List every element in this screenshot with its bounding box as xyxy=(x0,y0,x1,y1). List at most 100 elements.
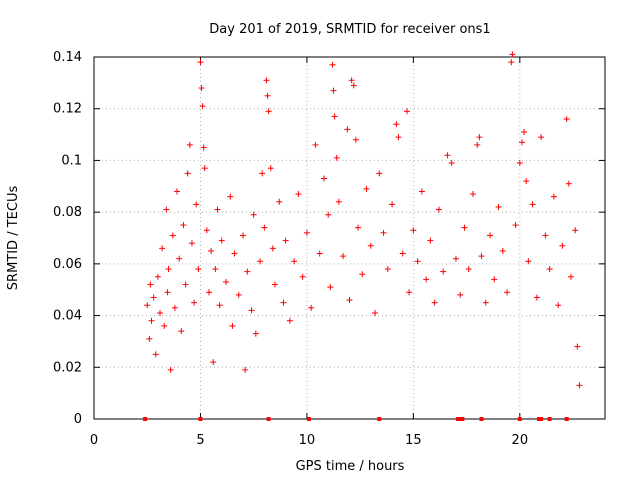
data-point xyxy=(250,211,257,218)
data-point xyxy=(208,247,215,254)
data-point xyxy=(242,366,249,373)
data-point xyxy=(286,317,293,324)
data-point xyxy=(414,258,421,265)
x-tick-label: 5 xyxy=(196,433,204,448)
data-point xyxy=(167,366,174,373)
data-point xyxy=(180,222,187,229)
data-point xyxy=(448,160,455,167)
data-point xyxy=(169,232,176,239)
data-point xyxy=(264,92,271,99)
data-point xyxy=(276,198,283,205)
data-point xyxy=(229,322,236,329)
x-tick-label: 10 xyxy=(299,433,316,448)
data-point xyxy=(214,206,221,213)
data-point xyxy=(474,141,481,148)
baseline-marker xyxy=(460,417,465,421)
data-point xyxy=(308,304,315,311)
data-point xyxy=(499,247,506,254)
y-tick-label: 0.12 xyxy=(53,102,82,117)
y-tick-label: 0.08 xyxy=(53,205,82,220)
data-point xyxy=(248,307,255,314)
data-point xyxy=(320,175,327,182)
data-point xyxy=(389,201,396,208)
data-point xyxy=(418,188,425,195)
data-point xyxy=(148,317,155,324)
data-point xyxy=(244,268,251,275)
data-point xyxy=(529,201,536,208)
y-tick-label: 0.14 xyxy=(53,50,82,65)
data-point xyxy=(152,351,159,358)
data-point xyxy=(150,294,157,301)
y-axis-label: SRMTID / TECUs xyxy=(6,186,21,291)
baseline-marker xyxy=(143,417,148,421)
data-point xyxy=(223,278,230,285)
data-point xyxy=(567,273,574,280)
data-point xyxy=(352,136,359,143)
data-point xyxy=(331,113,338,120)
data-point xyxy=(197,59,204,66)
data-point xyxy=(240,232,247,239)
data-point xyxy=(291,258,298,265)
data-point xyxy=(521,128,528,135)
data-point xyxy=(376,170,383,177)
data-point xyxy=(161,322,168,329)
grid-lines xyxy=(94,57,605,419)
data-point xyxy=(538,134,545,141)
data-point xyxy=(406,289,413,296)
data-point xyxy=(146,335,153,342)
data-point xyxy=(218,237,225,244)
data-point xyxy=(325,211,332,218)
data-point xyxy=(393,121,400,128)
data-point xyxy=(235,291,242,298)
data-point xyxy=(427,237,434,244)
data-point xyxy=(525,258,532,265)
baseline-marker xyxy=(198,417,203,421)
data-point xyxy=(257,258,264,265)
data-point xyxy=(165,266,172,273)
data-point xyxy=(191,299,198,306)
data-point xyxy=(267,165,274,172)
data-point xyxy=(491,276,498,283)
data-point xyxy=(210,359,217,366)
data-point xyxy=(176,255,183,262)
data-point xyxy=(576,382,583,389)
data-point xyxy=(164,289,171,296)
data-point xyxy=(487,232,494,239)
data-point xyxy=(559,242,566,249)
baseline-marker xyxy=(377,417,382,421)
baseline-marker xyxy=(539,417,544,421)
data-point xyxy=(205,289,212,296)
y-tick-label: 0.04 xyxy=(53,309,82,324)
data-point xyxy=(144,302,151,309)
data-point xyxy=(203,227,210,234)
data-point xyxy=(563,116,570,123)
data-point xyxy=(231,250,238,257)
x-axis-label: GPS time / hours xyxy=(296,459,405,474)
data-point xyxy=(195,266,202,273)
data-point xyxy=(159,245,166,252)
data-point xyxy=(476,134,483,141)
baseline-marker xyxy=(307,417,312,421)
x-tick-label: 20 xyxy=(512,433,529,448)
data-point xyxy=(330,87,337,94)
data-point xyxy=(259,170,266,177)
y-tick-label: 0.06 xyxy=(53,257,82,272)
data-point xyxy=(350,82,357,89)
data-point xyxy=(333,154,340,161)
x-tick-label: 15 xyxy=(405,433,422,448)
data-point xyxy=(504,289,511,296)
data-point xyxy=(316,250,323,257)
baseline-marker xyxy=(536,417,541,421)
y-tick-label: 0.02 xyxy=(53,360,82,375)
plot-frame xyxy=(93,56,606,420)
y-tick-label: 0.1 xyxy=(61,153,82,168)
data-point xyxy=(435,206,442,213)
data-point xyxy=(533,294,540,301)
data-point xyxy=(227,193,234,200)
data-point xyxy=(574,343,581,350)
data-point xyxy=(329,61,336,68)
data-point xyxy=(252,330,259,337)
data-point xyxy=(518,139,525,146)
data-point xyxy=(465,266,472,273)
data-point xyxy=(478,253,485,260)
